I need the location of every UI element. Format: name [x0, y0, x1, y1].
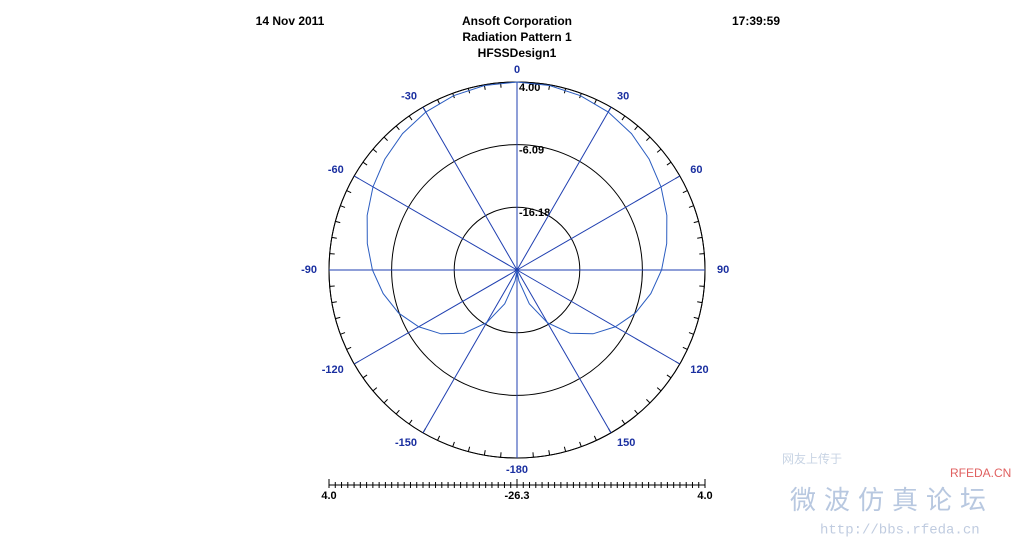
outer-minor-tick: [688, 205, 694, 208]
outer-minor-tick: [688, 332, 694, 335]
outer-minor-tick: [621, 115, 626, 121]
chart-subtitle: Radiation Pattern 1: [462, 30, 572, 44]
outer-minor-tick: [579, 441, 582, 447]
spoke: [516, 106, 612, 271]
outer-minor-tick: [693, 316, 699, 320]
outer-minor-tick: [340, 332, 346, 335]
outer-minor-tick: [693, 220, 699, 224]
watermark-url: http://bbs.rfeda.cn: [820, 523, 980, 539]
chart-title: Ansoft Corporation: [462, 14, 572, 28]
spoke: [516, 269, 681, 365]
outer-minor-tick: [383, 399, 388, 404]
outer-minor-tick: [634, 409, 639, 415]
outer-minor-tick: [383, 136, 388, 141]
theta-tick-label: 120: [690, 364, 708, 376]
outer-minor-tick: [437, 99, 441, 105]
r-tick-label: -16.18: [519, 207, 550, 219]
theta-tick-label: -30: [401, 91, 417, 103]
spoke: [353, 175, 518, 271]
outer-minor-tick: [362, 161, 368, 166]
outer-minor-tick: [408, 419, 413, 425]
theta-tick-label: -90: [301, 264, 317, 276]
watermark-site: RFEDA.CN: [950, 466, 1011, 480]
spoke: [516, 175, 681, 271]
outer-minor-tick: [646, 136, 651, 141]
outer-minor-tick: [682, 190, 688, 194]
outer-minor-tick: [408, 115, 413, 121]
outer-minor-tick: [335, 220, 341, 224]
theta-tick-label: 0: [514, 64, 520, 76]
outer-minor-tick: [395, 409, 400, 415]
watermark-caption: 网友上传于: [782, 451, 842, 466]
theta-tick-label: -150: [395, 437, 417, 449]
date: 14 Nov 2011: [256, 14, 325, 28]
r-tick-label: -6.09: [519, 145, 544, 157]
time: 17:39:59: [732, 14, 780, 28]
theta-tick-label: -60: [328, 164, 344, 176]
outer-minor-tick: [346, 190, 352, 194]
theta-tick-label: -120: [322, 364, 344, 376]
outer-minor-tick: [548, 450, 551, 456]
theta-tick-label: 90: [717, 264, 729, 276]
scale-tick-label: -26.3: [504, 490, 529, 502]
outer-minor-tick: [666, 374, 672, 379]
outer-minor-tick: [346, 346, 352, 350]
r-tick-label: 4.00: [519, 82, 540, 94]
outer-minor-tick: [372, 387, 378, 392]
outer-minor-tick: [656, 148, 662, 153]
outer-minor-tick: [666, 161, 672, 166]
outer-minor-tick: [634, 125, 639, 131]
outer-minor-tick: [372, 148, 378, 153]
theta-tick-label: 60: [690, 164, 702, 176]
outer-minor-tick: [483, 450, 486, 456]
spoke: [422, 106, 518, 271]
theta-tick-label: 150: [617, 437, 635, 449]
outer-minor-tick: [362, 374, 368, 379]
outer-minor-tick: [437, 435, 441, 441]
spoke: [516, 269, 612, 434]
outer-minor-tick: [335, 316, 341, 320]
outer-minor-tick: [467, 446, 471, 452]
outer-minor-tick: [340, 205, 346, 208]
outer-minor-tick: [682, 346, 688, 350]
outer-minor-tick: [331, 236, 337, 239]
spoke: [353, 269, 518, 365]
theta-tick-label: -180: [506, 464, 528, 476]
watermark-name: 微波仿真论坛: [790, 485, 994, 515]
scale-tick-label: 4.0: [321, 490, 336, 502]
outer-minor-tick: [697, 301, 703, 304]
spoke: [422, 269, 518, 434]
outer-minor-tick: [395, 125, 400, 131]
theta-tick-label: 30: [617, 91, 629, 103]
outer-minor-tick: [563, 446, 567, 452]
outer-minor-tick: [646, 399, 651, 404]
outer-minor-tick: [697, 236, 703, 239]
outer-minor-tick: [621, 419, 626, 425]
outer-minor-tick: [593, 99, 597, 105]
pattern-line: [366, 81, 668, 335]
design-name: HFSSDesign1: [478, 46, 557, 60]
scale-tick-label: 4.0: [697, 490, 712, 502]
outer-minor-tick: [452, 441, 455, 447]
outer-minor-tick: [331, 301, 337, 304]
outer-minor-tick: [593, 435, 597, 441]
outer-minor-tick: [656, 387, 662, 392]
